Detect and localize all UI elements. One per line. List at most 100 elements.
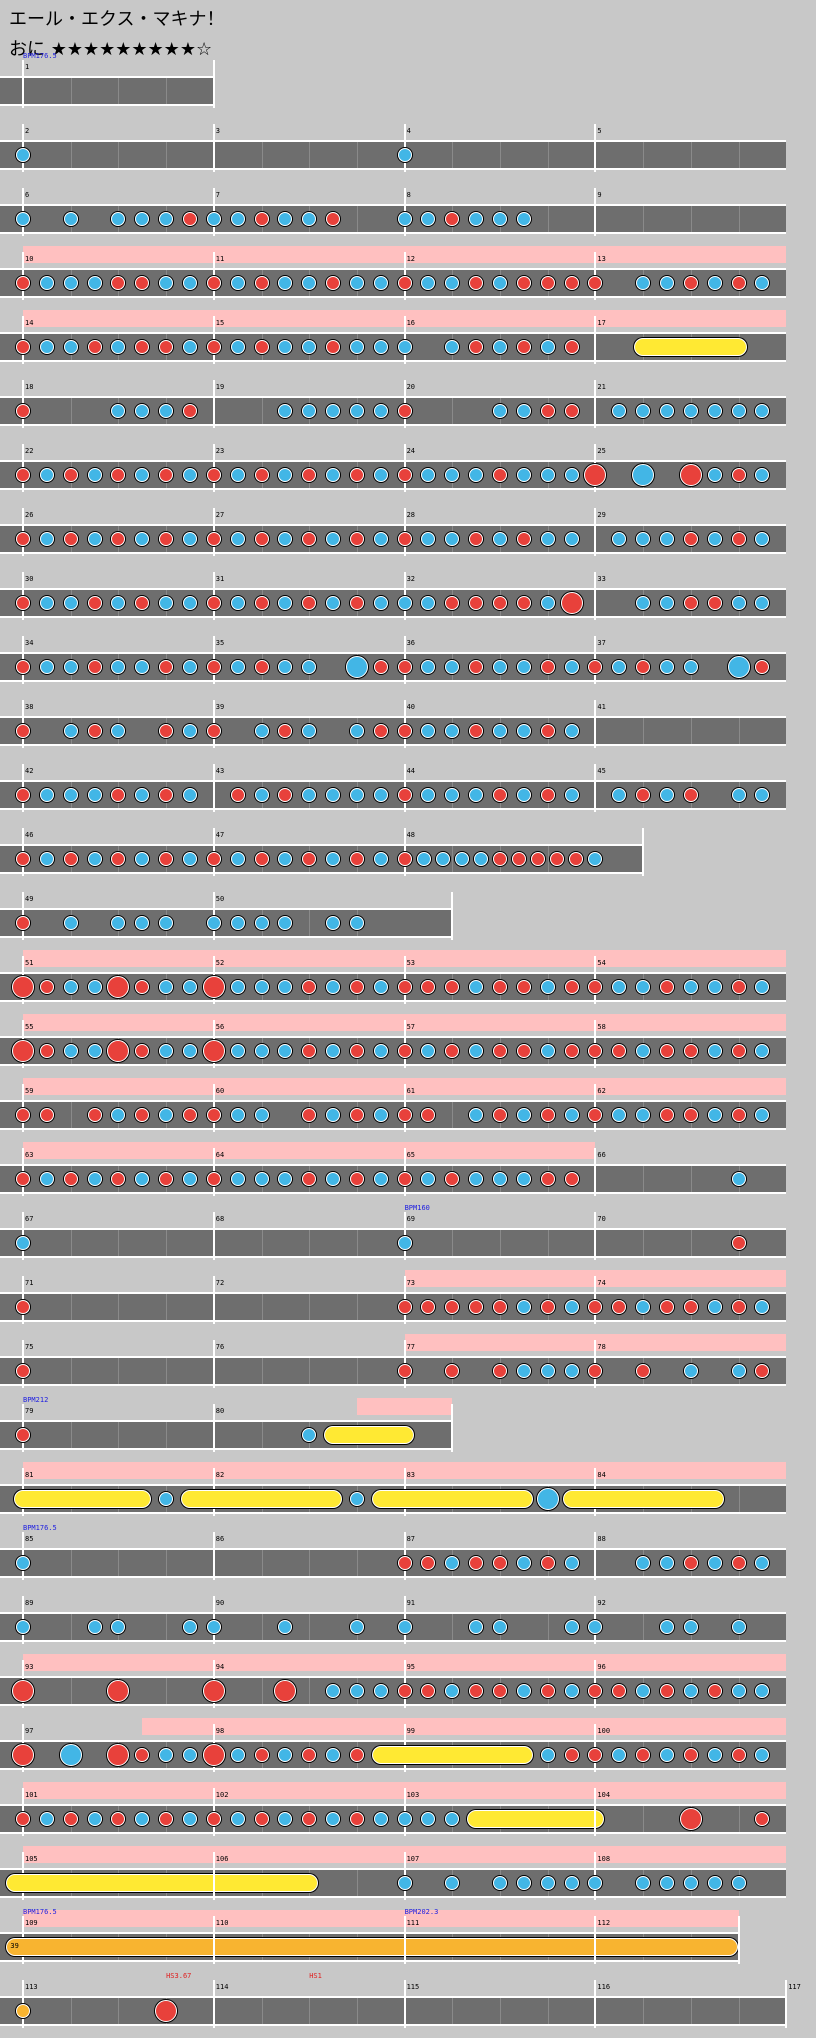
don-note	[206, 724, 221, 738]
lane-border	[0, 808, 787, 810]
ka-note	[731, 1172, 746, 1186]
don-note	[111, 788, 126, 802]
ka-note	[373, 1172, 388, 1186]
ka-note	[39, 468, 54, 482]
measure-number: 73	[406, 1279, 416, 1287]
ka-note	[683, 404, 698, 418]
don-note	[159, 468, 174, 482]
ka-note	[588, 852, 603, 866]
chart-row: 75 76 77 78	[0, 1334, 816, 1398]
ka-note	[564, 788, 579, 802]
ka-note	[63, 340, 78, 354]
don-note	[683, 596, 698, 610]
measure-number: 56	[215, 1023, 225, 1031]
ka-note	[159, 980, 174, 994]
ka-note	[373, 852, 388, 866]
lane-border	[0, 1128, 787, 1130]
big-don-note	[155, 2000, 178, 2022]
ka-note	[135, 532, 150, 546]
ka-note	[159, 1108, 174, 1122]
measure-line	[212, 124, 215, 172]
ka-note	[111, 1108, 126, 1122]
ka-note	[135, 852, 150, 866]
beat-line	[309, 910, 311, 936]
lane-border	[0, 1640, 787, 1642]
ka-note	[416, 852, 431, 866]
don-note	[397, 660, 412, 674]
don-note	[588, 660, 603, 674]
don-note	[182, 212, 197, 226]
ka-note	[636, 1044, 651, 1058]
lane-border	[0, 360, 787, 362]
drumroll-note	[180, 1490, 343, 1508]
beat-line	[452, 1614, 454, 1640]
measure-number: 109	[25, 1919, 38, 1927]
beat-line	[690, 718, 692, 744]
ka-note	[182, 532, 197, 546]
don-note	[254, 340, 269, 354]
lane-border	[0, 552, 787, 554]
measure-line	[785, 1980, 788, 2028]
don-note	[349, 1812, 364, 1826]
beat-line	[643, 718, 645, 744]
beat-line	[70, 1550, 72, 1576]
beat-line	[643, 1998, 645, 2024]
ka-note	[516, 468, 531, 482]
don-note	[373, 724, 388, 738]
don-note	[445, 1300, 460, 1314]
don-note	[493, 788, 507, 802]
ka-note	[182, 724, 197, 738]
measure-number: 63	[25, 1151, 34, 1159]
lane-border	[0, 744, 787, 746]
don-note	[493, 1364, 507, 1378]
don-note	[302, 596, 317, 610]
measure-number: 99	[406, 1727, 416, 1735]
beat-line	[452, 1102, 454, 1128]
don-note	[445, 1172, 460, 1186]
beat-line	[643, 1806, 645, 1832]
ka-note	[39, 660, 54, 674]
beat-line	[738, 718, 740, 744]
measure-number: 7	[215, 191, 221, 199]
ka-note	[516, 660, 531, 674]
ka-note	[302, 660, 317, 674]
don-note	[87, 660, 102, 674]
lane-border	[0, 1064, 787, 1066]
don-note	[302, 980, 317, 994]
don-note	[550, 852, 565, 866]
ka-note	[278, 468, 293, 482]
big-don-note	[107, 976, 130, 998]
chart-row: 97 98 99 100	[0, 1718, 816, 1782]
bpm-change-label: BPM202.3	[404, 1908, 439, 1916]
don-note	[445, 1364, 460, 1378]
lane-border	[0, 104, 214, 106]
don-note	[349, 980, 364, 994]
scroll-speed-label: HS1	[309, 1972, 322, 1980]
don-note	[731, 1044, 746, 1058]
don-note	[397, 852, 412, 866]
ka-note	[493, 1876, 507, 1890]
ka-note	[493, 1172, 507, 1186]
don-note	[540, 724, 555, 738]
lane-border	[0, 1768, 787, 1770]
don-note	[111, 1172, 126, 1186]
measure-number: 54	[597, 959, 606, 967]
ka-note	[397, 1876, 412, 1890]
ka-note	[373, 276, 388, 290]
ka-note	[182, 1620, 197, 1634]
don-note	[493, 1684, 507, 1698]
ka-note	[135, 916, 150, 930]
don-note	[612, 1684, 627, 1698]
beat-line	[70, 142, 72, 168]
don-note	[636, 1364, 651, 1378]
don-note	[588, 1364, 603, 1378]
don-note	[111, 1812, 126, 1826]
chart-row: 42 43 44 45	[0, 758, 816, 822]
ka-note	[326, 980, 341, 994]
measure-number: 13	[597, 255, 606, 263]
measure-number: 66	[597, 1151, 606, 1159]
ka-note	[87, 468, 102, 482]
lane-border	[0, 1320, 787, 1322]
don-note	[659, 1108, 674, 1122]
don-note	[445, 596, 460, 610]
